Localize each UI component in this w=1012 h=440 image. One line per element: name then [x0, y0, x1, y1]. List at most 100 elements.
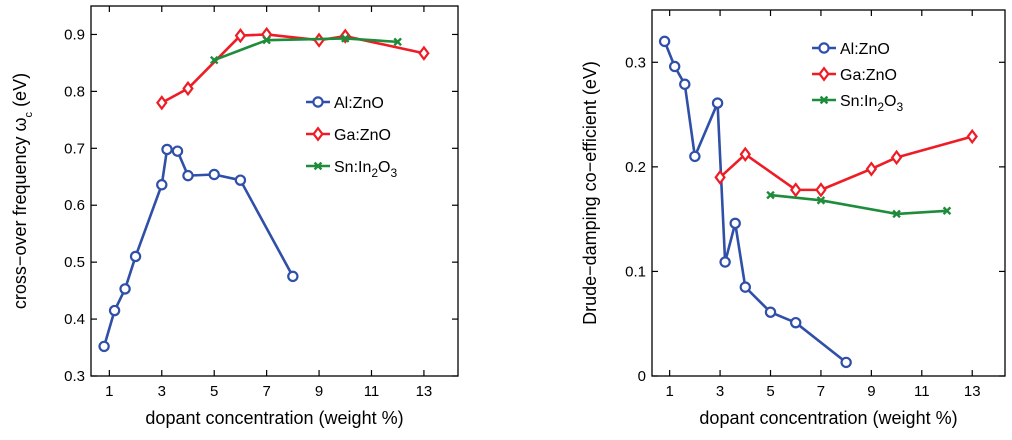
x-tick-label: 13: [416, 383, 433, 400]
data-point: [890, 149, 903, 166]
plot-frame: [90, 5, 459, 377]
series-ga-zno: [714, 128, 978, 198]
x-tick-label: 13: [964, 383, 981, 400]
y-tick-label: 0.8: [64, 83, 85, 100]
series-line: [719, 135, 973, 192]
data-point: [234, 27, 247, 44]
legend-entry: Ga:ZnO: [306, 126, 391, 144]
series-line: [770, 193, 948, 216]
plot-frame: [651, 9, 1006, 377]
data-point: [341, 34, 350, 43]
series-sn-in2o3: [766, 190, 952, 219]
legend-entry: Sn:In2O3: [812, 93, 904, 114]
data-point: [129, 250, 142, 263]
x-axis-label: dopant concentration (weight %): [145, 408, 403, 428]
data-point: [171, 145, 184, 157]
data-point: [393, 37, 402, 47]
data-point: [208, 168, 220, 181]
legend-label: Sn:In2O3: [334, 159, 398, 180]
y-tick-label: 0.3: [64, 368, 85, 385]
y-tick-label: 0.7: [64, 140, 85, 157]
data-point: [156, 95, 168, 111]
y-tick-label: 0.5: [64, 254, 85, 271]
data-point: [711, 97, 724, 109]
y-tick-label: 0.2: [625, 159, 646, 176]
data-point: [816, 196, 826, 205]
data-point: [156, 179, 168, 191]
x-tick-label: 3: [716, 383, 724, 400]
data-point: [161, 143, 173, 156]
data-point: [108, 304, 121, 317]
legend-swatch-marker: [312, 126, 324, 142]
y-axis-label: Drude−damping co−efficient (eV): [580, 61, 600, 325]
x-tick-label: 9: [315, 383, 323, 400]
series-line: [102, 148, 294, 347]
legend-swatch-marker: [818, 42, 830, 54]
x-axis-label: dopant concentration (weight %): [699, 408, 957, 428]
legend-label: Ga:ZnO: [840, 67, 897, 84]
x-tick-label: 11: [364, 383, 380, 400]
data-point: [764, 306, 777, 318]
data-point: [182, 80, 194, 97]
data-point: [840, 356, 852, 369]
x-tick-label: 1: [665, 383, 673, 400]
x-tick-label: 7: [817, 383, 825, 400]
legend-swatch-marker: [313, 161, 323, 171]
y-tick-label: 0.9: [64, 26, 85, 43]
legend-entry: Al:ZnO: [812, 41, 890, 58]
data-point: [790, 316, 802, 329]
legend-label: Sn:In2O3: [840, 93, 904, 114]
y-tick-label: 0: [638, 368, 646, 385]
legend-entry: Ga:ZnO: [812, 66, 897, 84]
y-tick-label: 0.3: [625, 54, 646, 71]
x-tick-label: 7: [262, 383, 270, 400]
data-point: [739, 146, 752, 162]
data-point: [679, 78, 691, 90]
x-tick-label: 9: [867, 383, 875, 400]
data-point: [766, 190, 775, 200]
data-point: [418, 45, 430, 61]
series-al-zno: [98, 143, 299, 353]
data-point: [714, 169, 726, 185]
data-point: [865, 161, 878, 177]
data-point: [966, 128, 978, 145]
legend-label: Al:ZnO: [840, 41, 890, 58]
legend-swatch-marker: [818, 66, 830, 82]
legend-entry: Al:ZnO: [306, 95, 384, 112]
legend-entry: Sn:In2O3: [306, 159, 398, 180]
data-point: [815, 182, 827, 198]
data-point: [234, 174, 247, 186]
data-point: [668, 60, 681, 73]
legend-swatch-marker: [312, 96, 324, 108]
data-point: [98, 340, 110, 353]
series-line: [161, 33, 425, 104]
data-point: [892, 209, 901, 219]
series-line: [213, 37, 398, 62]
data-point: [942, 206, 952, 216]
x-tick-label: 3: [158, 383, 166, 400]
data-point: [658, 35, 671, 48]
legend-swatch-marker: [819, 95, 829, 105]
data-point: [739, 281, 751, 293]
legend-label: Al:ZnO: [334, 95, 384, 112]
series-sn-in2o3: [209, 34, 402, 65]
x-tick-label: 5: [210, 383, 218, 400]
data-point: [789, 182, 802, 198]
data-point: [182, 169, 194, 182]
y-axis-label: cross−over frequency ωc (eV): [10, 73, 35, 309]
legend-label: Ga:ZnO: [334, 127, 391, 144]
x-tick-label: 5: [766, 383, 774, 400]
data-point: [689, 150, 701, 163]
data-point: [262, 35, 271, 45]
x-tick-label: 1: [105, 383, 113, 400]
y-tick-label: 0.1: [625, 263, 646, 280]
series-al-zno: [658, 35, 852, 369]
data-point: [287, 270, 299, 283]
data-point: [209, 55, 219, 65]
data-point: [719, 256, 731, 268]
x-tick-label: 11: [914, 383, 930, 400]
y-tick-label: 0.4: [64, 311, 85, 328]
